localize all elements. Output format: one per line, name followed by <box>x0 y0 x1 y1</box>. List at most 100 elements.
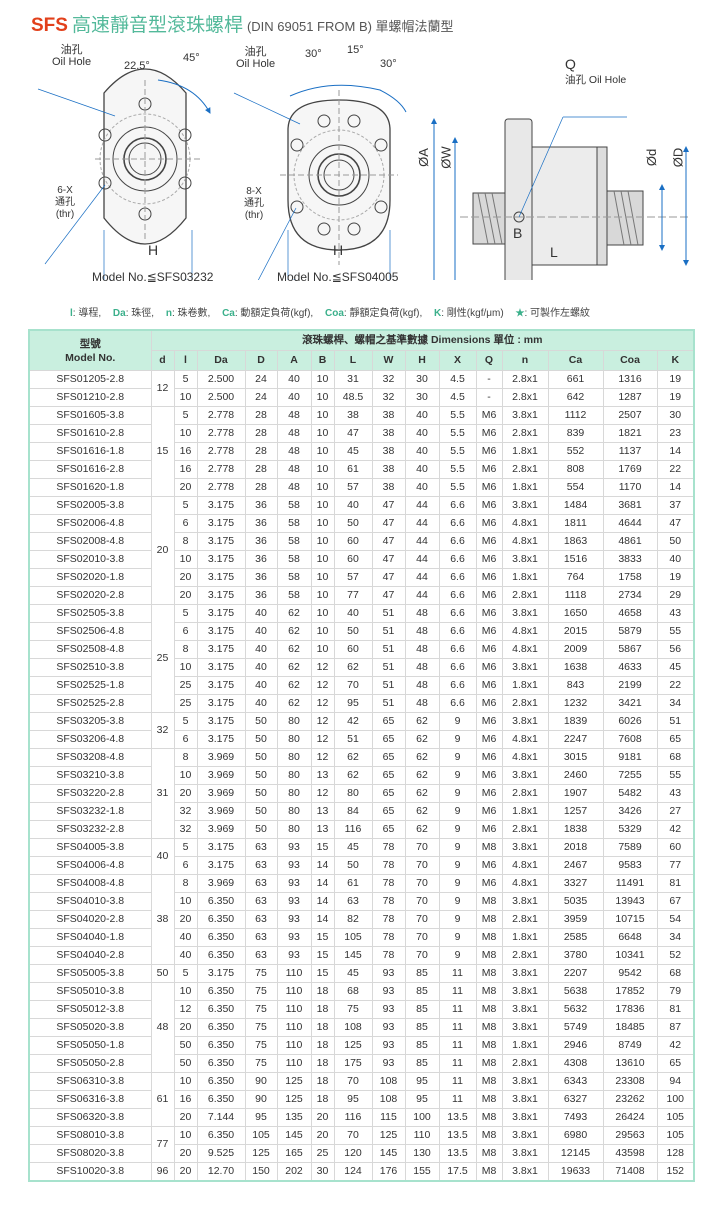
cell-d: 40 <box>244 658 278 677</box>
cell-d: 12 <box>150 370 175 407</box>
cell-w: 176 <box>371 1162 406 1182</box>
cell-b: 15 <box>310 928 335 947</box>
cell-w: 78 <box>371 946 406 965</box>
cell-l: 62 <box>333 748 373 767</box>
cell-x: 13.5 <box>438 1108 477 1127</box>
cell-coa: 17852 <box>602 982 658 1001</box>
cell-d: 40 <box>244 640 278 659</box>
cell-l: 10 <box>173 550 198 569</box>
cell-w: 108 <box>371 1072 406 1091</box>
cell-k: 100 <box>656 1090 695 1109</box>
cell-k: 105 <box>656 1126 695 1145</box>
cell-da: 2.778 <box>196 442 246 461</box>
dimension-a: ØA <box>415 148 431 167</box>
title-brand: SFS <box>31 15 68 36</box>
cell-x: 5.5 <box>438 460 477 479</box>
cell-b: 10 <box>310 424 335 443</box>
cell-w: 93 <box>371 964 406 983</box>
cell-coa: 1316 <box>602 370 658 389</box>
cell-x: 13.5 <box>438 1144 477 1163</box>
cell-d: 36 <box>244 532 278 551</box>
cell-x: 6.6 <box>438 604 477 623</box>
cell-coa: 11491 <box>602 874 658 893</box>
cell-k: 23 <box>656 424 695 443</box>
cell-b: 12 <box>310 676 335 695</box>
cell-da: 3.969 <box>196 802 246 821</box>
cell-d: 75 <box>244 1000 278 1019</box>
model-number-cell: SFS02020-2.8 <box>28 586 152 605</box>
cell-n: 2.8x1 <box>501 946 549 965</box>
title-chinese: 高速靜音型滾珠螺桿 <box>71 15 243 36</box>
cell-n: 3.8x1 <box>501 766 549 785</box>
cell-a: 80 <box>276 712 312 731</box>
cell-d: 25 <box>150 604 175 713</box>
cell-h: 130 <box>404 1144 440 1163</box>
cell-d: 20 <box>150 496 175 605</box>
model-number-cell: SFS06320-3.8 <box>28 1108 152 1127</box>
cell-q: M8 <box>475 1000 503 1019</box>
cell-h: 70 <box>404 856 440 875</box>
cell-a: 58 <box>276 568 312 587</box>
cell-l: 105 <box>333 928 373 947</box>
cell-h: 44 <box>404 586 440 605</box>
cell-n: 2.8x1 <box>501 784 549 803</box>
cell-ca: 5638 <box>547 982 604 1001</box>
cell-coa: 4633 <box>602 658 658 677</box>
hole-cn: 通孔 <box>55 197 75 208</box>
cell-coa: 3426 <box>602 802 658 821</box>
cell-q: M6 <box>475 424 503 443</box>
cell-a: 58 <box>276 532 312 551</box>
cell-ca: 1118 <box>547 586 604 605</box>
cell-h: 40 <box>404 460 440 479</box>
cell-l: 8 <box>173 640 198 659</box>
cell-x: 6.6 <box>438 658 477 677</box>
table-row: SFS01620-1.8 20 2.778 28 48 10 57 38 40 5.5 M6 1.8x… <box>28 478 695 497</box>
legend-text: : 剛性(kgf/μm) <box>441 308 504 319</box>
table-row: SFS05020-3.8 20 6.350 75 110 18 108 93 85 11 M8 3.8… <box>28 1018 695 1037</box>
cell-coa: 13943 <box>602 892 658 911</box>
cell-a: 62 <box>276 604 312 623</box>
cell-q: M6 <box>475 496 503 515</box>
legend-key: n <box>165 308 172 319</box>
cell-da: 3.175 <box>196 622 246 641</box>
table-body: SFS01205-2.8 12 5 2.500 24 40 10 31 32 30 4.5-2.8x… <box>28 370 695 1182</box>
cell-ca: 1638 <box>547 658 604 677</box>
cell-l: 116 <box>333 1108 373 1127</box>
table-row: SFS03232-1.8 32 3.969 50 80 13 84 65 62 9 M6 1.8x1 1… <box>28 802 695 821</box>
cell-q: M6 <box>475 550 503 569</box>
cell-coa: 2199 <box>602 676 658 695</box>
cell-l: 6 <box>173 856 198 875</box>
table-row: SFS06310-3.8 61 10 6.350 90 125 18 70 108 95 11 M8 3… <box>28 1072 695 1127</box>
cell-h: 48 <box>404 694 440 713</box>
cell-d: 48 <box>150 982 175 1073</box>
cell-b: 18 <box>310 1072 335 1091</box>
column-header-k: K <box>656 350 695 371</box>
cell-ca: 554 <box>547 478 604 497</box>
cell-h: 48 <box>404 676 440 695</box>
column-header-h: H <box>404 350 440 371</box>
model-number-cell: SFS02510-3.8 <box>28 658 152 677</box>
cell-q: M8 <box>475 1126 503 1145</box>
cell-b: 14 <box>310 910 335 929</box>
cell-n: 3.8x1 <box>501 1162 549 1182</box>
cell-k: 34 <box>656 928 695 947</box>
cell-h: 85 <box>404 1054 440 1073</box>
cell-w: 47 <box>371 496 406 515</box>
cell-ca: 2946 <box>547 1036 604 1055</box>
cell-l: 45 <box>333 964 373 983</box>
cell-k: 42 <box>656 1036 695 1055</box>
oil-hole-label-middle: 油孔 Oil Hole <box>236 46 275 70</box>
cell-coa: 9542 <box>602 964 658 983</box>
cell-a: 48 <box>276 424 312 443</box>
cell-q: M8 <box>475 1036 503 1055</box>
cell-coa: 10341 <box>602 946 658 965</box>
cell-h: 48 <box>404 658 440 677</box>
table-row: SFS06316-3.8 16 6.350 90 125 18 95 108 95 11 M8 3.8… <box>28 1090 695 1109</box>
cell-a: 62 <box>276 694 312 713</box>
cell-n: 1.8x1 <box>501 478 549 497</box>
table-row: SFS05005-3.8 50 5 3.175 75 110 15 45 93 85 11 M8 3.8… <box>28 964 695 983</box>
cell-da: 3.175 <box>196 856 246 875</box>
cell-d: 28 <box>244 442 278 461</box>
cell-q: - <box>475 370 503 389</box>
